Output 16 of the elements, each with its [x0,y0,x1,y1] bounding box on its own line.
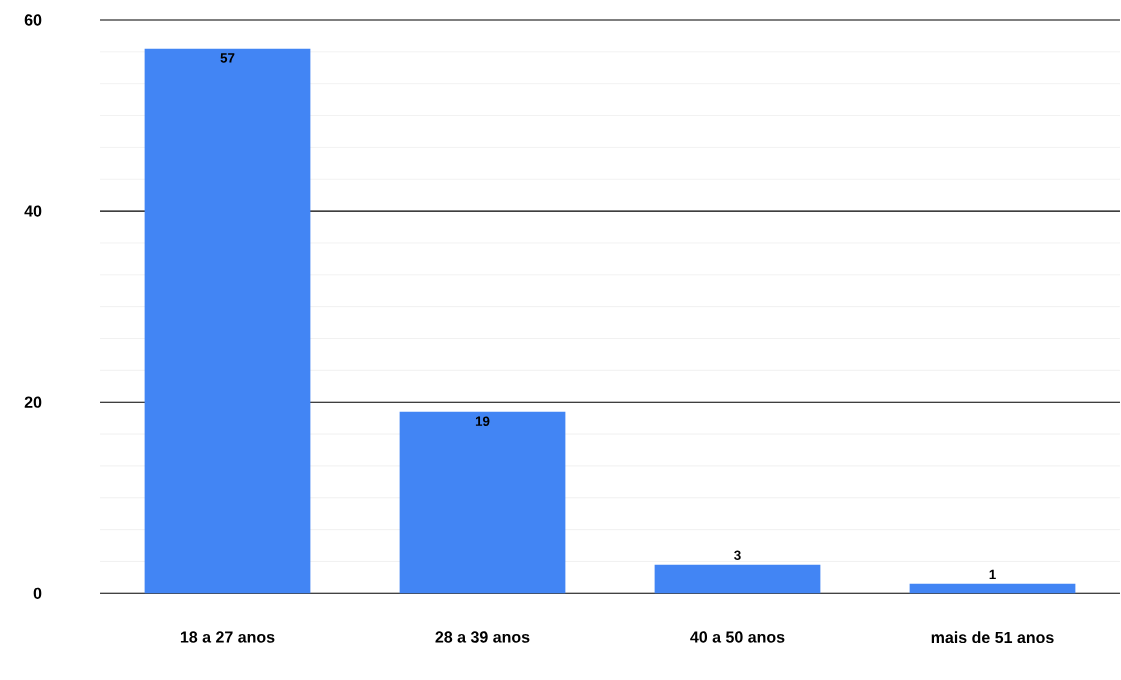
y-tick-label: 40 [24,205,42,217]
x-tick-label: mais de 51 anos [931,631,1054,644]
y-tick-label: 60 [24,14,42,26]
data-label: 19 [475,416,490,426]
bar [909,583,1076,594]
y-tick-label: 0 [33,587,42,599]
bar [144,48,311,594]
x-tick-label: 40 a 50 anos [690,631,785,643]
x-tick-label: 18 a 27 anos [180,631,275,643]
y-tick-label: 20 [24,396,42,408]
x-tick-label: 28 a 39 anos [435,631,530,643]
data-label: 1 [989,569,996,580]
data-label: 57 [220,53,235,63]
bar [399,411,566,594]
bar [654,564,821,594]
data-label: 3 [734,550,741,560]
